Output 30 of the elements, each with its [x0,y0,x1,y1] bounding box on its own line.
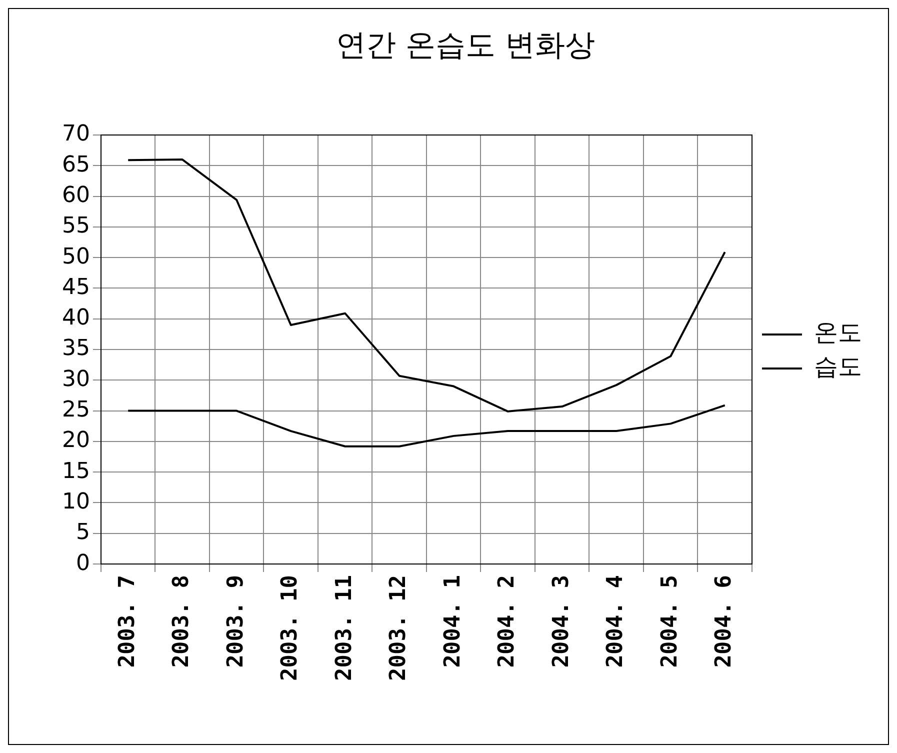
x-tick-label: 2004. 4 [603,575,628,668]
x-tick-label: 2003. 7 [114,575,140,668]
x-tick-label: 2004. 5 [657,575,682,668]
x-tick-label: 2004. 3 [548,575,574,668]
y-tick-label: 40 [62,306,90,331]
y-tick-label: 45 [62,274,90,300]
y-tick-label: 50 [62,244,90,270]
y-tick-label: 60 [62,183,90,208]
x-tick-label: 2004. 6 [712,575,737,668]
legend-label: 온도 [814,318,862,347]
x-tick-label: 2003. 10 [278,575,303,682]
y-tick-label: 5 [76,520,90,546]
x-tick-label: 2003. 12 [386,575,412,682]
legend-label: 습도 [814,352,862,381]
y-tick-label: 0 [76,550,90,576]
x-tick-label: 2003. 8 [169,575,194,668]
chart-title: 연간 온습도 변화상 [336,28,596,63]
y-tick-label: 25 [62,398,90,423]
y-tick-label: 35 [62,336,90,362]
y-tick-label: 30 [62,366,90,392]
y-tick-label: 20 [62,428,90,454]
x-tick-label: 2003. 9 [223,575,248,668]
y-tick-label: 65 [62,152,90,178]
x-tick-label: 2004. 1 [440,575,466,668]
x-tick-label: 2004. 2 [494,575,520,668]
y-tick-label: 10 [62,489,90,514]
y-tick-label: 15 [62,458,90,484]
y-tick-label: 55 [62,214,90,239]
x-tick-label: 2003. 11 [332,575,357,682]
y-tick-label: 70 [62,122,90,147]
